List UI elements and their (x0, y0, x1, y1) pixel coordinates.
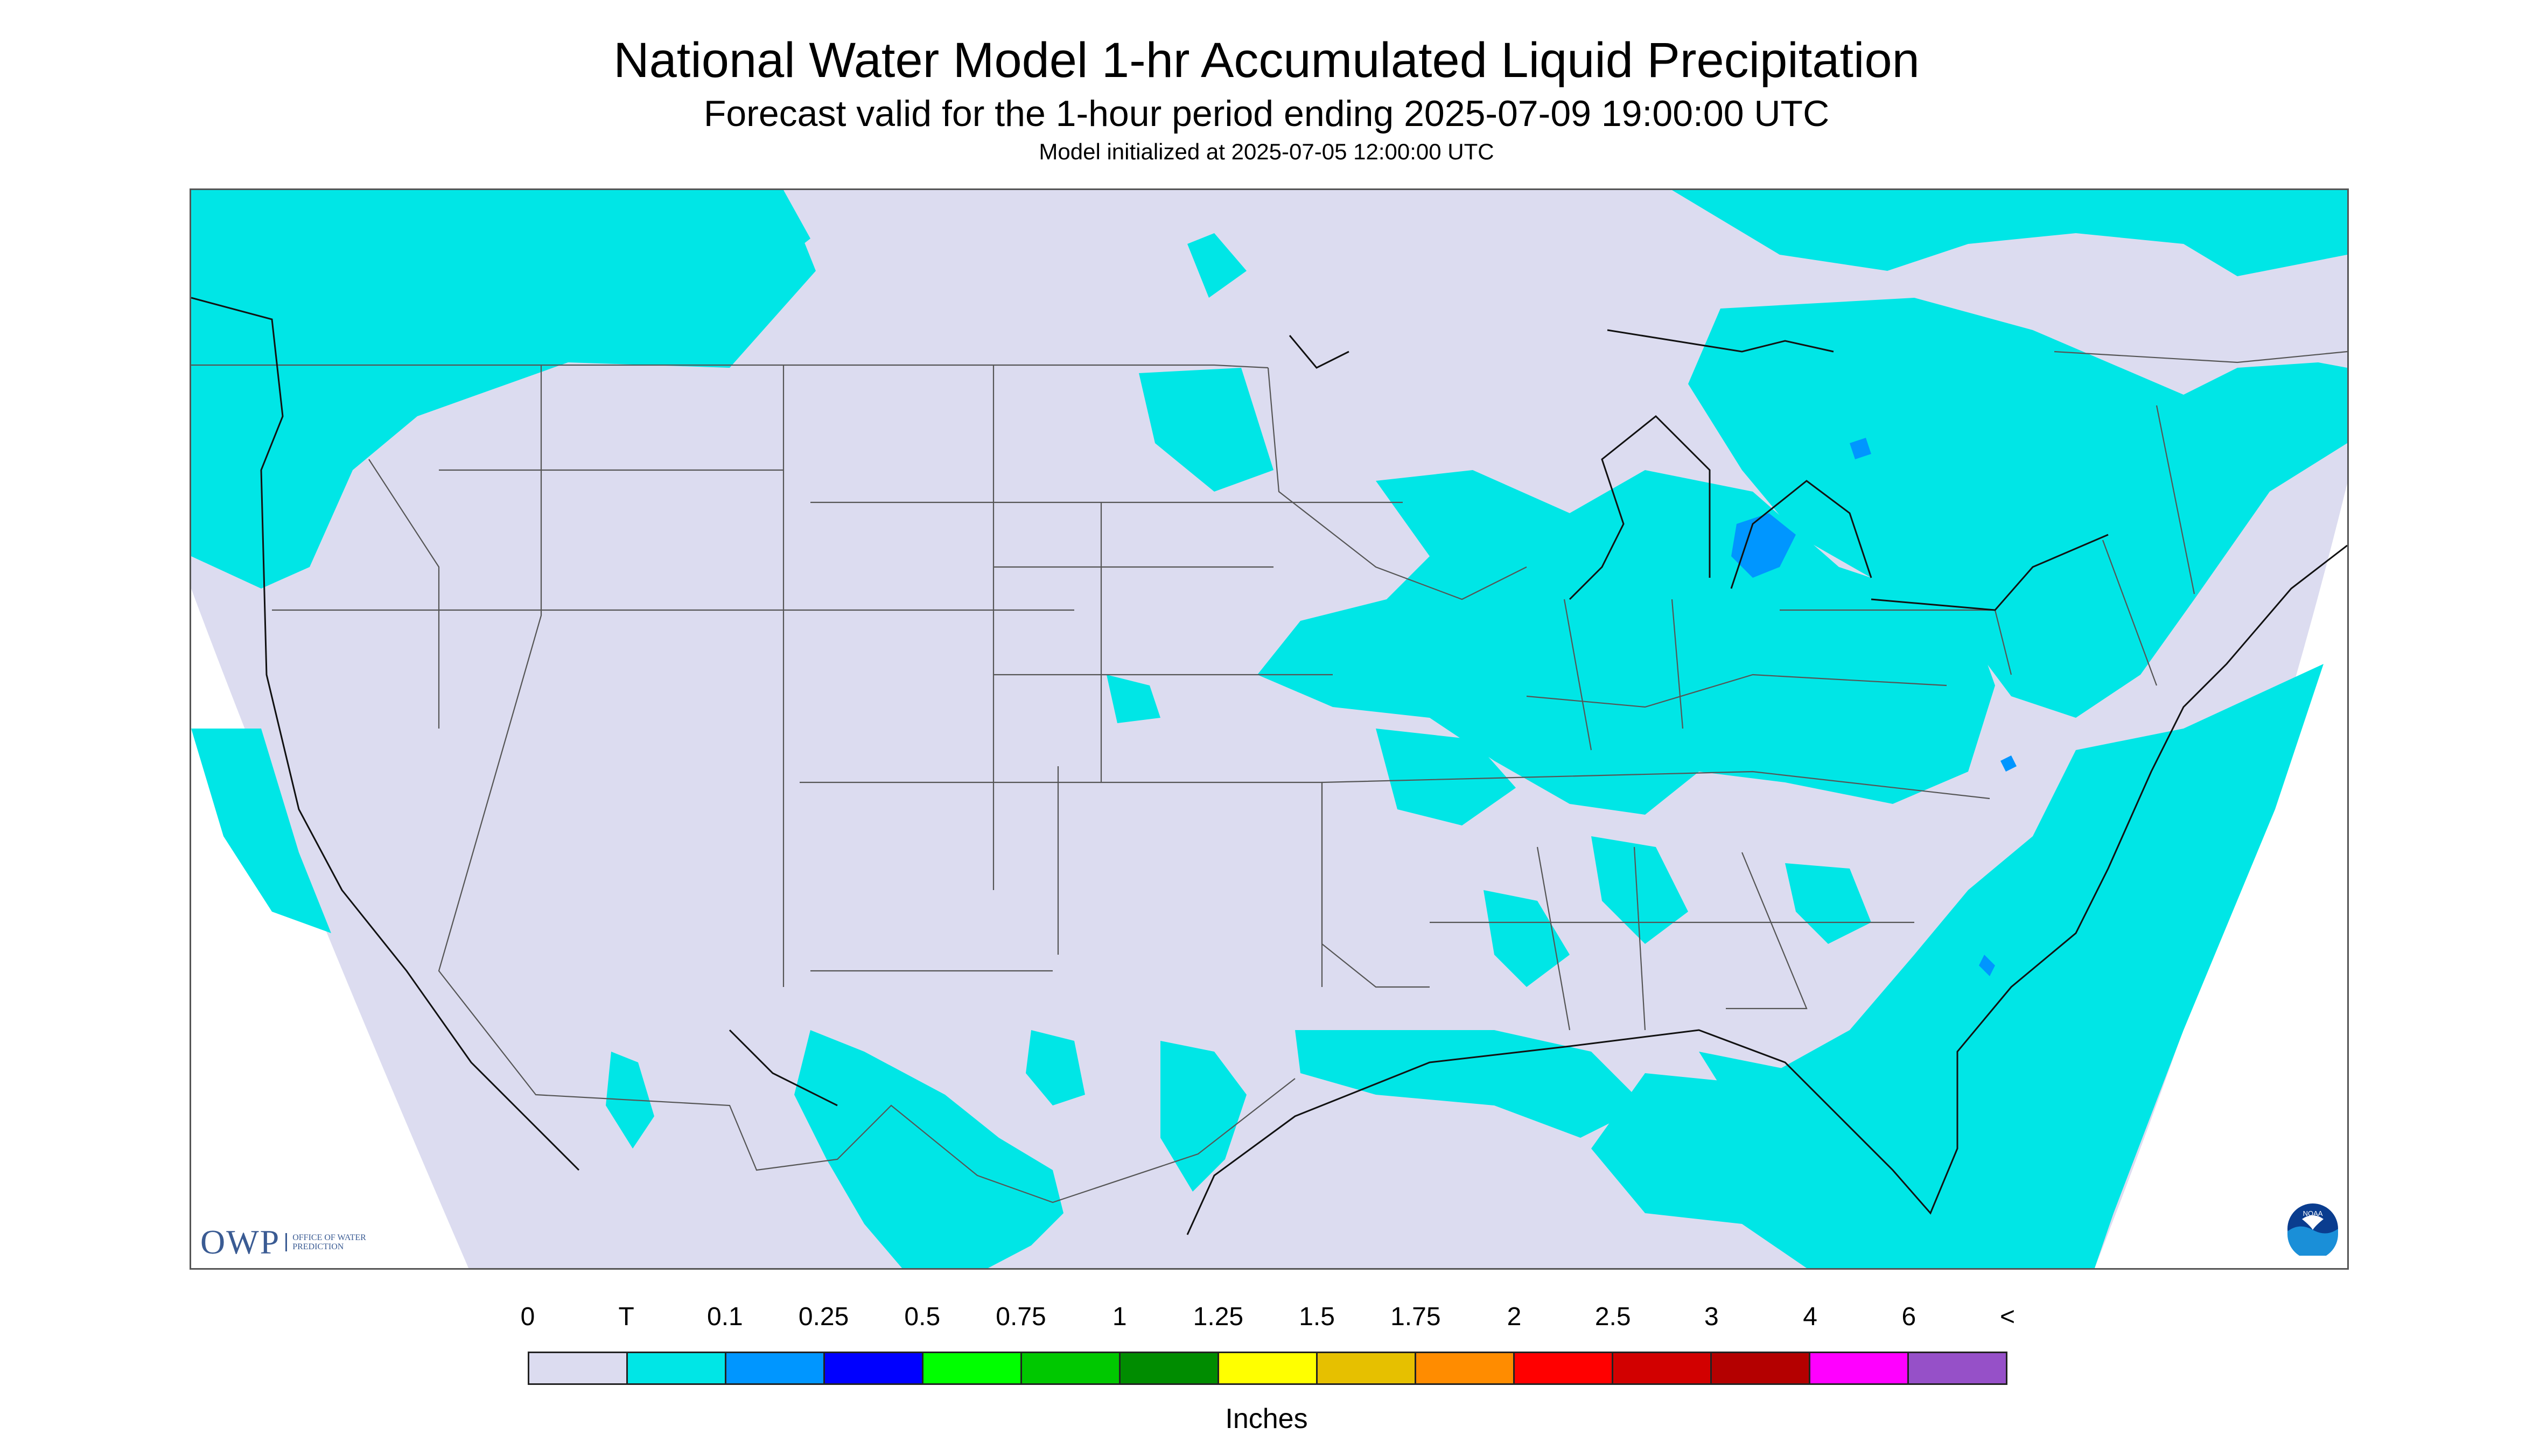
coastlines (191, 297, 2347, 1235)
precip-heavy-areas (1731, 438, 2017, 976)
legend-swatch (825, 1353, 923, 1383)
owp-logo-text: OFFICE OF WATER PREDICTION (285, 1233, 373, 1251)
legend-units: Inches (1225, 1403, 1308, 1434)
legend-swatch (1909, 1353, 2006, 1383)
legend-label: 0.25 (798, 1303, 849, 1331)
owp-logo-mark: OWP (200, 1223, 281, 1261)
legend-label: 2.5 (1594, 1303, 1631, 1331)
legend-label: 0.1 (707, 1303, 743, 1331)
legend-swatch (1318, 1353, 1416, 1383)
legend-swatch (1121, 1353, 1219, 1383)
legend-swatch (1416, 1353, 1515, 1383)
legend-swatch (1712, 1353, 1810, 1383)
boundary-lines (191, 351, 2347, 1203)
noaa-logo-text: NOAA (2303, 1209, 2323, 1217)
legend-label: T (618, 1303, 634, 1331)
precip-legend: 0 T 0.1 0.25 0.5 0.75 1 1.25 1.5 1.75 2 2.5 3 4 6 < (521, 1302, 2015, 1388)
legend-swatch (1515, 1353, 1613, 1383)
legend-swatch (1022, 1353, 1121, 1383)
legend-label: 2 (1507, 1303, 1522, 1331)
legend-label: 3 (1704, 1303, 1719, 1331)
legend-label: 0 (520, 1303, 535, 1331)
model-init-line: Model initialized at 2025-07-05 12:00:00… (1039, 139, 1494, 164)
legend-label: 0.5 (904, 1303, 941, 1331)
legend-swatch (1219, 1353, 1318, 1383)
map-title: National Water Model 1-hr Accumulated Li… (613, 33, 1920, 88)
legend-colorbar (528, 1352, 2007, 1385)
legend-swatch (726, 1353, 825, 1383)
legend-label: 1 (1112, 1303, 1127, 1331)
legend-swatch (1810, 1353, 1909, 1383)
legend-label: 4 (1803, 1303, 1817, 1331)
legend-swatch (923, 1353, 1022, 1383)
precip-light-areas (191, 190, 2347, 1268)
legend-label: 0.75 (996, 1303, 1046, 1331)
precipitation-map[interactable] (190, 188, 2349, 1270)
legend-label: 6 (1901, 1303, 1916, 1331)
owp-logo: OWP OFFICE OF WATER PREDICTION (200, 1222, 373, 1262)
map-canvas (191, 190, 2347, 1268)
legend-swatch (1613, 1353, 1712, 1383)
legend-label: 1.5 (1299, 1303, 1335, 1331)
legend-swatch (529, 1353, 628, 1383)
map-subtitle: Forecast valid for the 1-hour period end… (703, 93, 1830, 134)
legend-label: < (1999, 1303, 2016, 1331)
noaa-emblem-icon: NOAA (2287, 1203, 2338, 1259)
legend-label: 1.25 (1193, 1303, 1244, 1331)
legend-swatch (628, 1353, 726, 1383)
legend-label: 1.75 (1390, 1303, 1441, 1331)
noaa-logo: NOAA (2286, 1202, 2340, 1259)
